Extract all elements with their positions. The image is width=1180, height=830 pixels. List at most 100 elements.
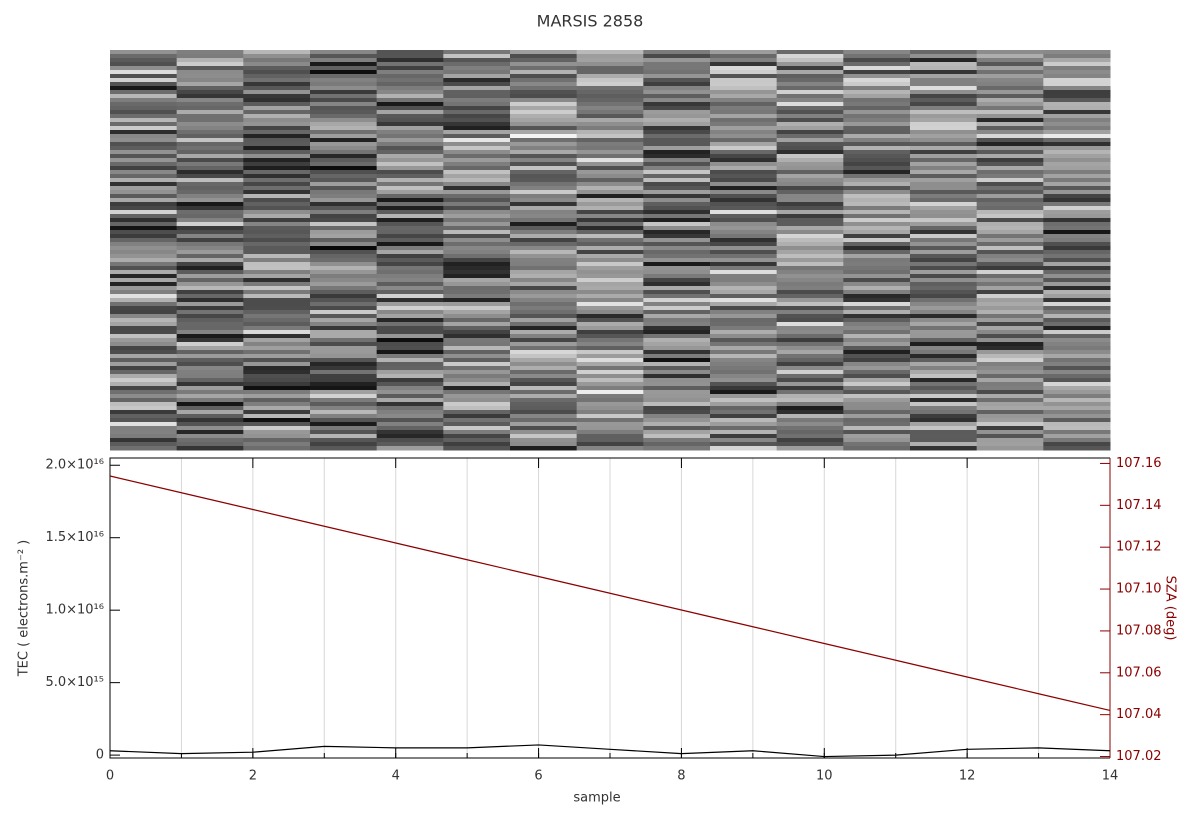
radargram-stripe [376, 122, 444, 127]
radargram-stripe [376, 286, 444, 291]
radargram-stripe [1043, 142, 1111, 147]
radargram-stripe [1043, 374, 1111, 379]
radargram-stripe [643, 266, 711, 271]
radargram-stripe [643, 434, 711, 439]
radargram-stripe [710, 106, 778, 111]
radargram-stripe [776, 234, 844, 239]
radargram-stripe [976, 342, 1044, 347]
radargram-stripe [976, 166, 1044, 171]
radargram-stripe [376, 370, 444, 375]
radargram-stripe [976, 230, 1044, 235]
radargram-stripe [310, 390, 378, 395]
radargram-stripe [510, 114, 578, 119]
radargram-stripe [176, 410, 244, 415]
radargram-stripe [110, 130, 178, 135]
radargram-stripe [1043, 426, 1111, 431]
radargram-stripe [176, 158, 244, 163]
radargram-stripe [910, 78, 978, 83]
radargram-stripe [776, 242, 844, 247]
radargram-stripe [843, 242, 911, 247]
radargram-stripe [243, 274, 311, 279]
radargram-stripe [776, 302, 844, 307]
radargram-stripe [910, 358, 978, 363]
radargram-stripe [243, 58, 311, 63]
radargram-stripe [976, 54, 1044, 59]
radargram [110, 50, 1111, 451]
radargram-stripe [643, 202, 711, 207]
radargram-stripe [643, 442, 711, 447]
radargram-stripe [243, 66, 311, 71]
radargram-stripe [176, 202, 244, 207]
radargram-stripe [310, 438, 378, 443]
radargram-stripe [110, 358, 178, 363]
radargram-stripe [243, 86, 311, 91]
radargram-stripe [710, 430, 778, 435]
radargram-stripe [976, 434, 1044, 439]
radargram-stripe [510, 286, 578, 291]
radargram-stripe [243, 426, 311, 431]
radargram-stripe [843, 378, 911, 383]
radargram-stripe [243, 234, 311, 239]
radargram-stripe [910, 270, 978, 275]
radargram-stripe [1043, 350, 1111, 355]
radargram-stripe [510, 90, 578, 95]
radargram-stripe [176, 342, 244, 347]
radargram-stripe [443, 214, 511, 219]
radargram-stripe [643, 86, 711, 91]
radargram-stripe [710, 78, 778, 83]
radargram-stripe [976, 278, 1044, 283]
radargram-stripe [510, 266, 578, 271]
radargram-stripe [176, 110, 244, 115]
radargram-stripe [576, 214, 644, 219]
radargram-stripe [243, 302, 311, 307]
radargram-stripe [910, 418, 978, 423]
radargram-stripe [110, 314, 178, 319]
radargram-stripe [110, 102, 178, 107]
radargram-stripe [910, 326, 978, 331]
radargram-stripe [510, 338, 578, 343]
radargram-stripe [1043, 222, 1111, 227]
radargram-stripe [510, 154, 578, 159]
radargram-stripe [376, 226, 444, 231]
radargram-stripe [843, 142, 911, 147]
radargram-stripe [576, 254, 644, 259]
radargram-stripe [443, 442, 511, 447]
radargram-stripe [243, 170, 311, 175]
radargram-stripe [243, 62, 311, 67]
radargram-stripe [176, 138, 244, 143]
radargram-stripe [510, 210, 578, 215]
radargram-stripe [443, 158, 511, 163]
radargram-stripe [510, 218, 578, 223]
radargram-stripe [776, 258, 844, 263]
radargram-stripe [310, 162, 378, 167]
radargram-stripe [510, 82, 578, 87]
radargram-stripe [376, 110, 444, 115]
radargram-stripe [710, 150, 778, 155]
radargram-stripe [710, 58, 778, 63]
radargram-stripe [376, 62, 444, 67]
radargram-stripe [443, 250, 511, 255]
radargram-stripe [910, 442, 978, 447]
radargram-stripe [776, 50, 844, 55]
radargram-stripe [310, 410, 378, 415]
radargram-stripe [776, 306, 844, 311]
radargram-stripe [310, 70, 378, 75]
radargram-stripe [176, 310, 244, 315]
radargram-stripe [1043, 434, 1111, 439]
x-tick-label: 12 [959, 769, 976, 784]
radargram-stripe [310, 94, 378, 99]
radargram-stripe [910, 258, 978, 263]
radargram-stripe [776, 190, 844, 195]
y-axis-label: TEC ( electrons.m⁻² ) [17, 540, 32, 678]
radargram-stripe [243, 278, 311, 283]
radargram-stripe [843, 330, 911, 335]
y2-tick-label: 107.10 [1116, 582, 1162, 597]
radargram-stripe [176, 250, 244, 255]
radargram-stripe [243, 342, 311, 347]
radargram-stripe [1043, 442, 1111, 447]
radargram-stripe [910, 282, 978, 287]
radargram-stripe [1043, 170, 1111, 175]
radargram-stripe [710, 178, 778, 183]
radargram-stripe [110, 426, 178, 431]
radargram-stripe [643, 402, 711, 407]
